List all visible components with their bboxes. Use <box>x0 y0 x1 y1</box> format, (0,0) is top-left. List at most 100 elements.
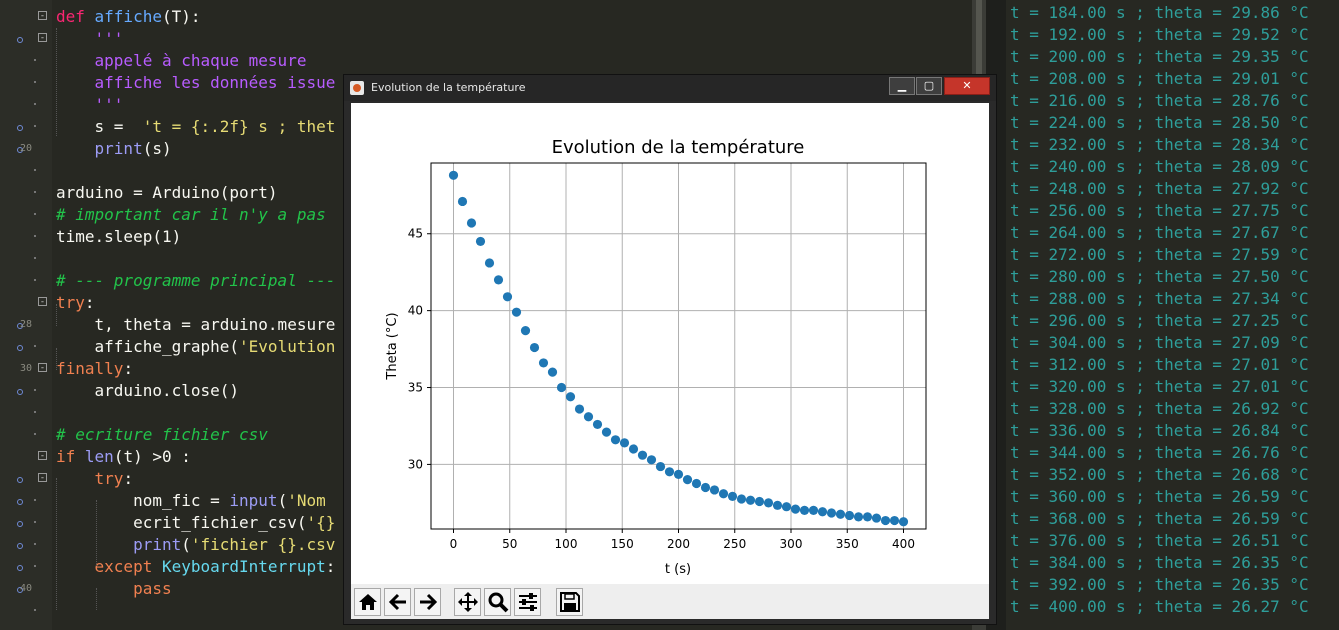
gutter-dot <box>34 499 36 501</box>
x-tick-label: 300 <box>780 537 803 551</box>
code-line[interactable]: nom_fic = input('Nom <box>56 490 326 512</box>
x-tick-label: 0 <box>450 537 458 551</box>
fold-toggle-icon[interactable]: - <box>38 297 47 307</box>
code-line[interactable]: appelé à chaque mesure <box>56 50 307 72</box>
fold-toggle-icon[interactable]: - <box>38 33 47 43</box>
code-line[interactable]: # ecriture fichier csv <box>56 424 268 446</box>
data-point <box>835 509 846 519</box>
code-line[interactable]: try: <box>56 292 95 314</box>
code-line[interactable]: # --- programme principal --- <box>56 270 335 292</box>
code-line[interactable]: s = 't = {:.2f} s ; thet <box>56 116 336 138</box>
code-line[interactable]: except KeyboardInterrupt: <box>56 556 336 578</box>
code-line[interactable]: finally: <box>56 358 133 380</box>
console-line: t = 392.00 s ; theta = 26.35 °C <box>1010 575 1309 594</box>
y-axis-label: Theta (°C) <box>385 312 400 380</box>
code-line[interactable]: affiche les données issue <box>56 72 336 94</box>
data-point <box>808 505 819 515</box>
code-line[interactable]: # important car il n'y a pas <box>56 204 326 226</box>
x-tick-label: 400 <box>892 537 915 551</box>
chart-title: Evolution de la température <box>552 137 805 158</box>
data-point <box>718 489 729 499</box>
console-line: t = 296.00 s ; theta = 27.25 °C <box>1010 311 1309 330</box>
forward-button[interactable] <box>414 588 441 616</box>
minimize-button[interactable]: ▁ <box>889 77 915 95</box>
gutter-line <box>0 248 52 270</box>
code-line[interactable]: print('fichier {}.csv <box>56 534 335 556</box>
code-token: ( <box>277 491 288 510</box>
console-line: t = 200.00 s ; theta = 29.35 °C <box>1010 47 1309 66</box>
y-tick-label: 30 <box>408 457 423 471</box>
marker-icon <box>17 37 23 43</box>
code-line[interactable]: time.sleep(1) <box>56 226 181 248</box>
code-token: (s) <box>142 139 172 158</box>
close-button[interactable]: ✕ <box>944 77 990 95</box>
fold-toggle-icon[interactable]: - <box>38 11 47 21</box>
data-point <box>781 502 792 512</box>
data-point <box>484 258 495 268</box>
code-line[interactable]: pass <box>56 578 172 600</box>
fold-toggle-icon[interactable]: - <box>38 451 47 461</box>
code-line[interactable]: arduino.close() <box>56 380 240 402</box>
pan-button[interactable] <box>454 588 481 616</box>
gutter-dot <box>34 345 36 347</box>
window-titlebar[interactable]: Evolution de la température ▁ ▢ ✕ <box>344 75 996 101</box>
code-line[interactable]: ecrit_fichier_csv('{} <box>56 512 335 534</box>
home-button[interactable] <box>354 588 381 616</box>
indent-guide <box>56 28 57 136</box>
code-token <box>56 535 133 554</box>
zoom-icon <box>488 592 509 613</box>
code-token: t, theta = arduino.mesure <box>56 315 336 334</box>
plot-window[interactable]: Evolution de la température ▁ ▢ ✕ 0 50 100… <box>343 74 997 625</box>
data-point <box>511 307 522 317</box>
data-point <box>898 517 909 527</box>
data-point <box>448 170 459 180</box>
data-point <box>871 513 882 523</box>
code-line[interactable]: if len(t) >0 : <box>56 446 191 468</box>
data-point <box>853 512 864 522</box>
configure-subplots-button[interactable] <box>514 588 541 616</box>
x-tick-label: 200 <box>667 537 690 551</box>
code-token: s = <box>56 117 143 136</box>
code-token: if <box>56 447 85 466</box>
gutter-line: - <box>0 446 52 468</box>
marker-icon <box>17 477 23 483</box>
gutter-line <box>0 160 52 182</box>
code-line[interactable]: ''' <box>56 94 124 116</box>
data-point <box>745 495 756 505</box>
code-token: appelé à chaque mesure <box>56 51 307 70</box>
gutter-dot <box>34 609 36 611</box>
code-token <box>56 579 133 598</box>
data-point <box>574 404 585 414</box>
x-tick-label: 250 <box>723 537 746 551</box>
code-line[interactable]: def affiche(T): <box>56 6 201 28</box>
code-token: len <box>84 447 114 466</box>
code-line[interactable]: arduino = Arduino(port) <box>56 182 278 204</box>
back-button[interactable] <box>384 588 411 616</box>
maximize-button[interactable]: ▢ <box>916 77 942 95</box>
fold-toggle-icon[interactable]: - <box>38 473 47 483</box>
code-token: pass <box>133 579 172 598</box>
data-point <box>520 326 531 336</box>
gutter-line: - <box>0 28 52 50</box>
fold-toggle-icon[interactable]: - <box>38 363 47 373</box>
code-line[interactable]: affiche_graphe('Evolution <box>56 336 336 358</box>
x-tick-label: 150 <box>611 537 634 551</box>
gutter-dot <box>34 279 36 281</box>
code-token: 't = {:.2f} s ; thet <box>142 117 336 136</box>
code-line[interactable]: t, theta = arduino.mesure <box>56 314 336 336</box>
code-line[interactable]: ''' <box>56 28 124 50</box>
code-line[interactable]: try: <box>56 468 134 490</box>
code-token: print <box>94 139 143 158</box>
indent-guide <box>96 500 97 566</box>
zoom-button[interactable] <box>484 588 511 616</box>
save-button[interactable] <box>556 588 583 616</box>
code-line[interactable]: print(s) <box>56 138 172 160</box>
window-title: Evolution de la température <box>371 81 526 94</box>
app-icon <box>350 81 364 95</box>
code-token: print <box>133 535 182 554</box>
console-line: t = 360.00 s ; theta = 26.59 °C <box>1010 487 1309 506</box>
gutter-dot <box>34 411 36 413</box>
data-point <box>880 515 891 526</box>
console-line: t = 256.00 s ; theta = 27.75 °C <box>1010 201 1309 220</box>
y-tick-label: 45 <box>408 227 423 241</box>
